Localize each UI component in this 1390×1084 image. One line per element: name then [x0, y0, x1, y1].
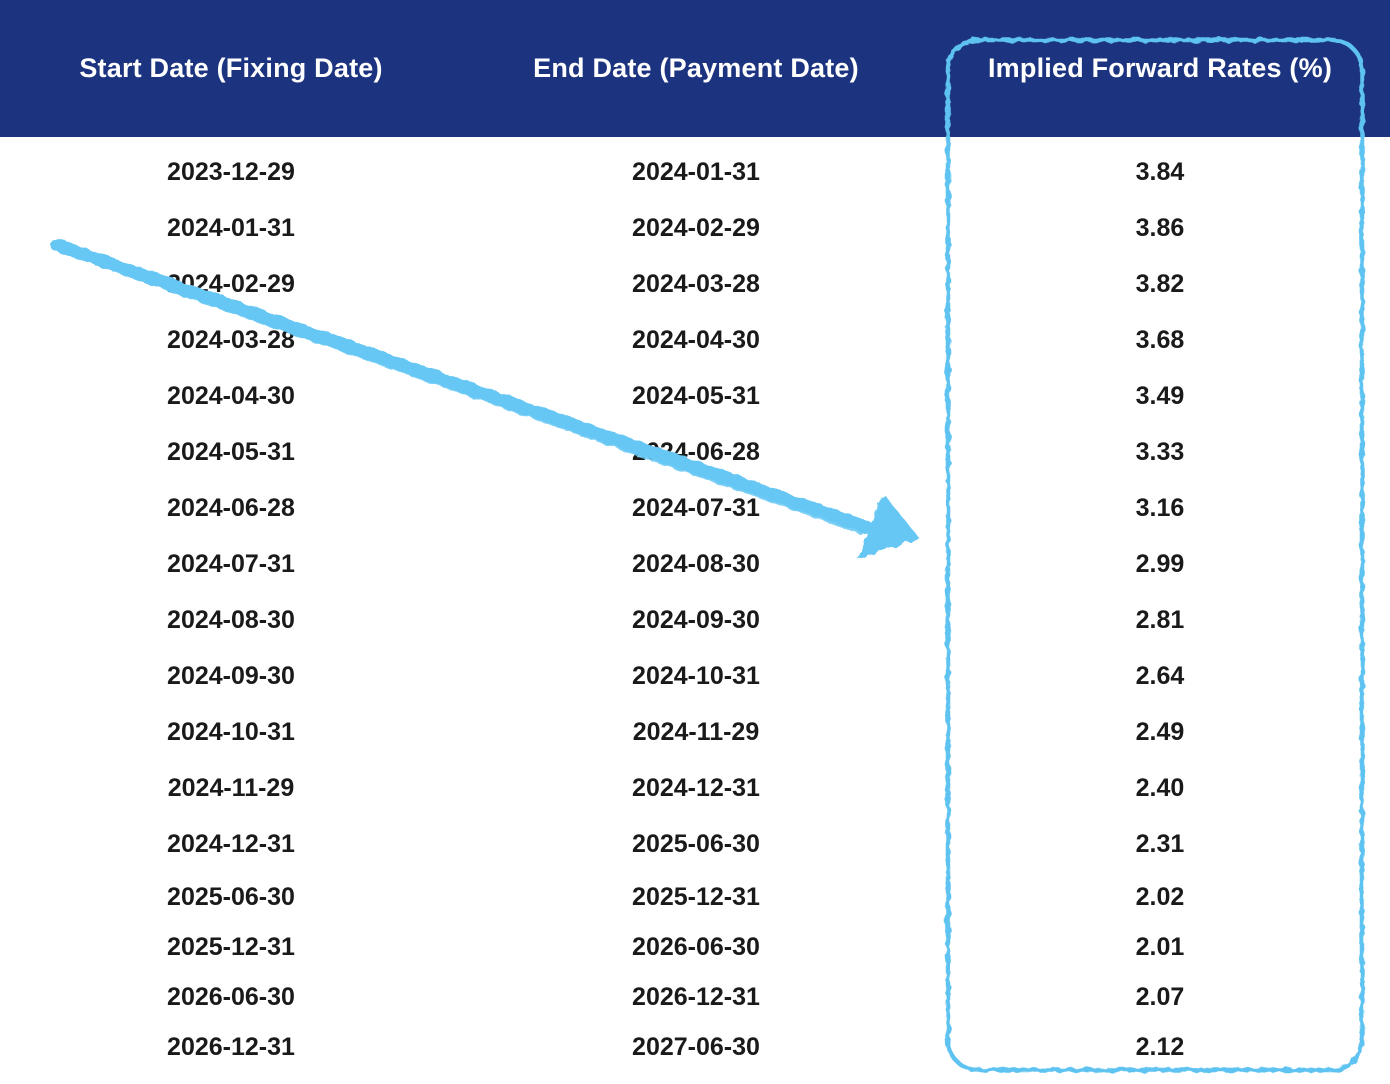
rate-cell: 3.68	[1135, 325, 1185, 354]
start-date-cell: 2026-12-31	[167, 1032, 295, 1061]
rate-cell: 2.49	[1135, 717, 1185, 746]
table-row: 2024-02-29 2024-03-28 3.82	[0, 256, 1390, 312]
start-date-cell: 2024-08-30	[167, 605, 295, 634]
start-date-cell: 2026-06-30	[167, 982, 295, 1011]
column-header-implied-forward-rates: Implied Forward Rates (%)	[987, 53, 1333, 83]
rate-cell: 3.33	[1135, 437, 1185, 466]
start-date-cell: 2024-06-28	[167, 493, 295, 522]
start-date-cell: 2025-12-31	[167, 932, 295, 961]
table-row: 2024-01-31 2024-02-29 3.86	[0, 200, 1390, 256]
table-row: 2023-12-29 2024-01-31 3.84	[0, 144, 1390, 200]
end-date-cell: 2026-06-30	[632, 932, 760, 961]
end-date-cell: 2024-05-31	[632, 381, 760, 410]
start-date-cell: 2023-12-29	[167, 157, 295, 186]
rate-cell: 2.07	[1135, 982, 1185, 1011]
start-date-cell: 2024-01-31	[167, 213, 295, 242]
rate-cell: 3.86	[1135, 213, 1185, 242]
table-header: Start Date (Fixing Date) End Date (Payme…	[0, 0, 1390, 137]
end-date-cell: 2024-01-31	[632, 157, 760, 186]
table-body: 2023-12-29 2024-01-31 3.84 2024-01-31 20…	[0, 137, 1390, 1072]
rate-cell: 2.40	[1135, 773, 1185, 802]
end-date-cell: 2024-02-29	[632, 213, 760, 242]
rate-cell: 3.84	[1135, 157, 1185, 186]
start-date-cell: 2024-03-28	[167, 325, 295, 354]
table-row: 2024-05-31 2024-06-28 3.33	[0, 424, 1390, 480]
end-date-cell: 2024-12-31	[632, 773, 760, 802]
end-date-cell: 2024-03-28	[632, 269, 760, 298]
column-header-end-date: End Date (Payment Date)	[533, 53, 859, 83]
table-row: 2026-12-31 2027-06-30 2.12	[0, 1022, 1390, 1072]
end-date-cell: 2027-06-30	[632, 1032, 760, 1061]
table-row: 2024-04-30 2024-05-31 3.49	[0, 368, 1390, 424]
end-date-cell: 2025-12-31	[632, 882, 760, 911]
rate-cell: 2.81	[1135, 605, 1185, 634]
start-date-cell: 2025-06-30	[167, 882, 295, 911]
rate-cell: 2.01	[1135, 932, 1185, 961]
end-date-cell: 2024-07-31	[632, 493, 760, 522]
column-header-start-date: Start Date (Fixing Date)	[79, 53, 383, 83]
rate-cell: 2.12	[1135, 1032, 1185, 1061]
start-date-cell: 2024-10-31	[167, 717, 295, 746]
end-date-cell: 2024-06-28	[632, 437, 760, 466]
rate-cell: 3.49	[1135, 381, 1185, 410]
table-row: 2026-06-30 2026-12-31 2.07	[0, 972, 1390, 1022]
start-date-cell: 2024-07-31	[167, 549, 295, 578]
end-date-cell: 2024-04-30	[632, 325, 760, 354]
end-date-cell: 2025-06-30	[632, 829, 760, 858]
start-date-cell: 2024-12-31	[167, 829, 295, 858]
table-row: 2024-03-28 2024-04-30 3.68	[0, 312, 1390, 368]
rate-cell: 2.99	[1135, 549, 1185, 578]
table-row: 2024-08-30 2024-09-30 2.81	[0, 592, 1390, 648]
start-date-cell: 2024-11-29	[167, 773, 295, 802]
end-date-cell: 2026-12-31	[632, 982, 760, 1011]
rate-cell: 2.02	[1135, 882, 1185, 911]
end-date-cell: 2024-08-30	[632, 549, 760, 578]
rate-cell: 3.82	[1135, 269, 1185, 298]
start-date-cell: 2024-04-30	[167, 381, 295, 410]
start-date-cell: 2024-02-29	[167, 269, 295, 298]
rate-cell: 3.16	[1135, 493, 1185, 522]
table-row: 2024-12-31 2025-06-30 2.31	[0, 816, 1390, 872]
table-row: 2024-09-30 2024-10-31 2.64	[0, 648, 1390, 704]
rate-cell: 2.31	[1135, 829, 1185, 858]
table-row: 2024-11-29 2024-12-31 2.40	[0, 760, 1390, 816]
start-date-cell: 2024-05-31	[167, 437, 295, 466]
rate-cell: 2.64	[1135, 661, 1185, 690]
end-date-cell: 2024-09-30	[632, 605, 760, 634]
table-row: 2024-06-28 2024-07-31 3.16	[0, 480, 1390, 536]
table-row: 2025-12-31 2026-06-30 2.01	[0, 922, 1390, 972]
start-date-cell: 2024-09-30	[167, 661, 295, 690]
end-date-cell: 2024-10-31	[632, 661, 760, 690]
end-date-cell: 2024-11-29	[632, 717, 760, 746]
table-row: 2025-06-30 2025-12-31 2.02	[0, 872, 1390, 922]
table-row: 2024-07-31 2024-08-30 2.99	[0, 536, 1390, 592]
table-row: 2024-10-31 2024-11-29 2.49	[0, 704, 1390, 760]
